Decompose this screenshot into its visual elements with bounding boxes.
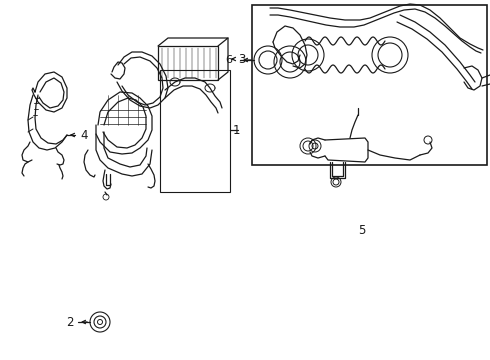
Text: 3: 3 — [238, 53, 245, 66]
Bar — [158, 46, 218, 80]
Text: 6: 6 — [225, 55, 232, 65]
Bar — [252, 5, 487, 165]
Text: 5: 5 — [358, 224, 366, 237]
Text: 1: 1 — [233, 123, 241, 136]
Text: 4: 4 — [80, 129, 88, 141]
Text: 2: 2 — [67, 315, 74, 328]
